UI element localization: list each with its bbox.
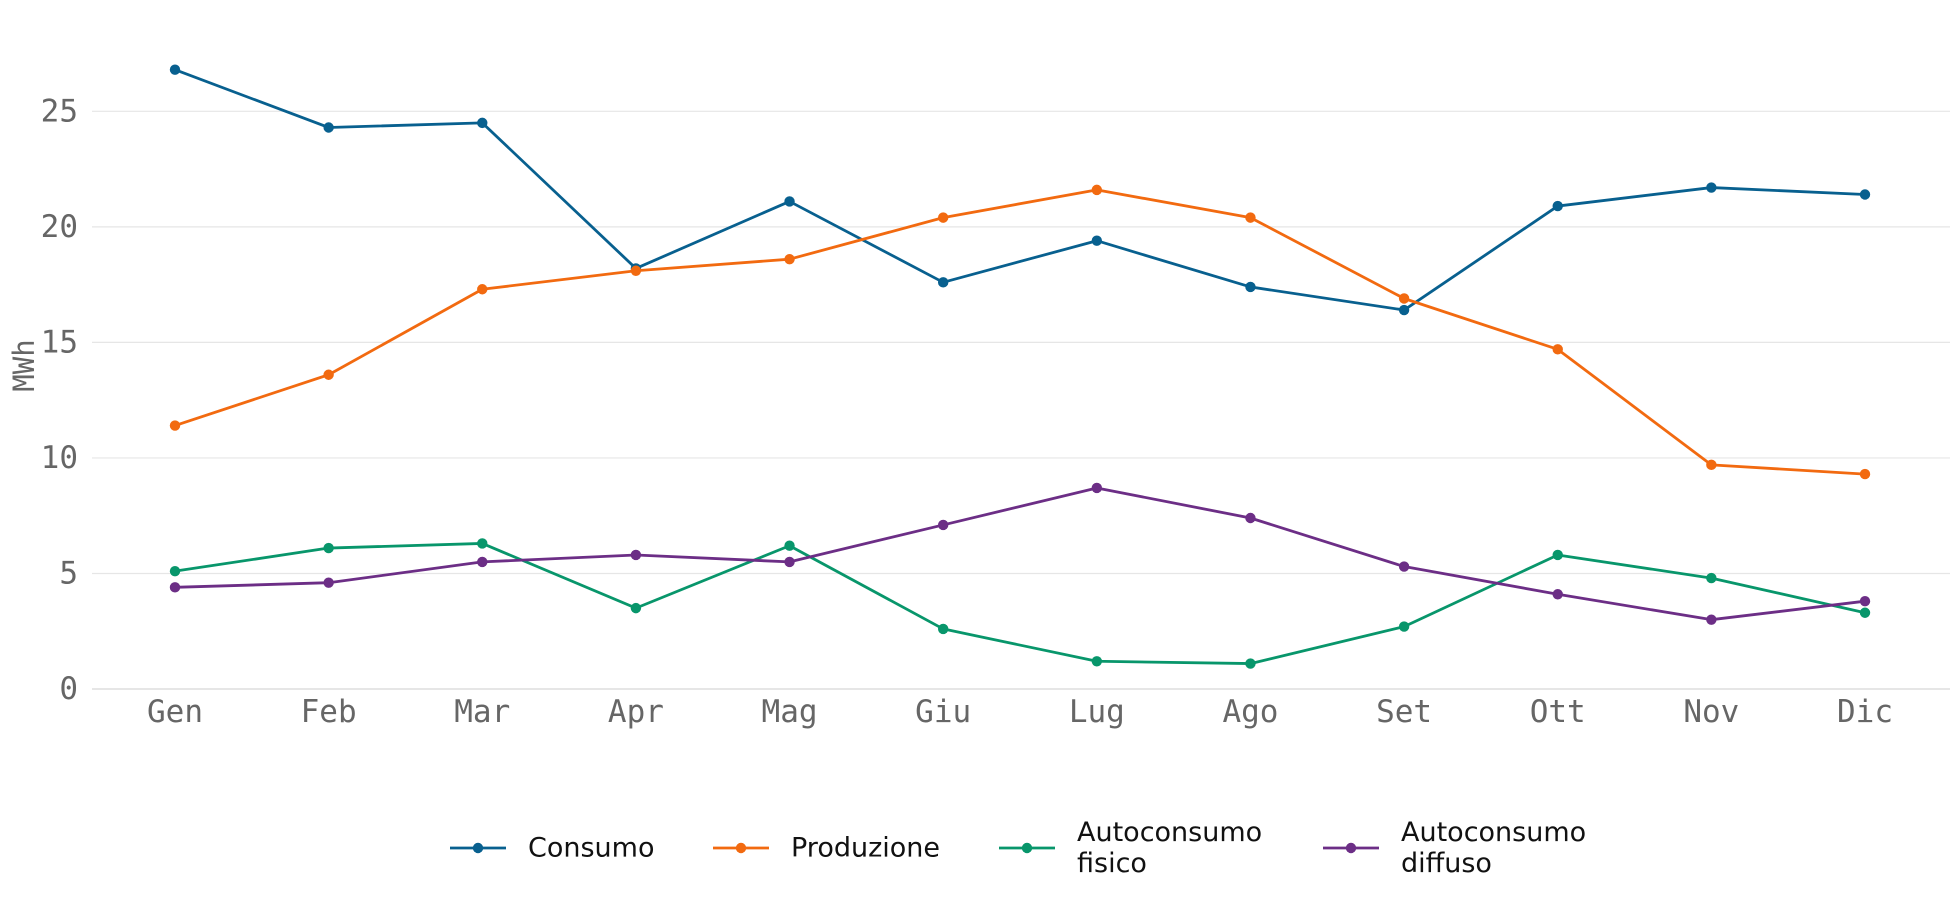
data-point: [1552, 344, 1563, 355]
data-point: [1706, 182, 1717, 193]
data-point: [1245, 212, 1256, 223]
data-point: [169, 420, 181, 431]
legend-item-produzione: Produzione: [713, 833, 940, 864]
data-point: [1398, 561, 1410, 572]
x-tick-label: Ott: [1530, 694, 1586, 730]
y-tick-label: 20: [41, 209, 78, 245]
legend-marker-icon: [1345, 842, 1357, 854]
data-point: [323, 542, 334, 554]
legend-marker-icon: [1021, 842, 1033, 854]
series-line: [173, 542, 1867, 665]
legend-label: Consumo: [528, 833, 654, 864]
data-point: [1859, 468, 1871, 480]
data-point: [169, 64, 181, 75]
data-point: [323, 122, 334, 133]
legend-label: Autoconsumo: [1077, 817, 1262, 848]
data-point: [1398, 304, 1410, 316]
series-line: [173, 188, 1867, 476]
data-point: [784, 254, 795, 265]
series-produzione: [169, 184, 1871, 480]
data-point: [630, 549, 642, 561]
data-point: [1245, 281, 1256, 293]
axes: 0 5 10 15 20 25 Gen Feb Mar Apr Mag Giu Lug Ago Set Ott…: [7, 93, 1950, 730]
data-point: [323, 369, 334, 380]
data-point: [937, 519, 949, 531]
x-tick-label: Mar: [454, 694, 510, 730]
data-point: [1398, 293, 1410, 304]
x-tick-label: Ago: [1222, 694, 1278, 730]
data-point: [1706, 572, 1717, 584]
series-autoconsumo-fisico: [169, 538, 1871, 669]
legend-label: Autoconsumo: [1401, 817, 1586, 848]
x-tick-label: Set: [1376, 694, 1432, 730]
data-point: [630, 265, 642, 276]
data-point: [477, 538, 488, 549]
legend-item-consumo: Consumo: [450, 833, 654, 864]
data-point: [937, 277, 949, 288]
series-line: [173, 68, 1867, 312]
data-point: [169, 582, 181, 593]
data-point: [784, 540, 795, 551]
data-point: [630, 602, 642, 614]
y-tick-label: 0: [59, 671, 78, 707]
data-point: [1245, 512, 1256, 524]
legend-label: fisico: [1077, 848, 1147, 879]
x-tick-label: Mag: [762, 694, 818, 730]
data-point: [1706, 459, 1717, 471]
legend-label: diffuso: [1401, 848, 1492, 879]
data-point: [1859, 607, 1871, 618]
data-point: [477, 117, 488, 129]
data-point: [784, 196, 795, 207]
x-tick-label: Nov: [1683, 694, 1739, 730]
data-point: [1552, 589, 1563, 600]
legend-label: Produzione: [791, 833, 940, 864]
data-point: [937, 212, 949, 223]
x-tick-label: Giu: [915, 694, 971, 730]
x-tick-label: Dic: [1837, 694, 1893, 730]
data-point: [784, 556, 795, 568]
data-point: [1552, 200, 1563, 212]
data-point: [1091, 184, 1103, 196]
data-point: [169, 565, 181, 577]
data-point: [477, 284, 488, 295]
data-point: [1859, 595, 1871, 607]
y-tick-label: 10: [41, 440, 78, 476]
x-tick-label: Feb: [301, 694, 357, 730]
legend: Consumo Produzione AutoconsumofisicoAutoco…: [450, 817, 1586, 879]
series-consumo: [169, 64, 1871, 316]
data-point: [1091, 482, 1103, 494]
x-tick-label: Gen: [147, 694, 203, 730]
data-point: [1091, 656, 1103, 667]
data-point: [1552, 549, 1563, 561]
legend-marker-icon: [735, 842, 747, 854]
y-tick-label: 15: [41, 324, 78, 360]
series-autoconsumo-diffuso: [169, 482, 1871, 625]
y-tick-label: 5: [59, 555, 78, 591]
legend-marker-icon: [472, 842, 484, 854]
data-point: [1706, 614, 1717, 625]
data-point: [1091, 235, 1103, 246]
y-axis-title: MWh: [7, 339, 41, 391]
series-line: [173, 486, 1867, 622]
series-group: [169, 64, 1871, 669]
data-point: [1859, 189, 1871, 200]
gridlines: [92, 110, 1950, 575]
x-tick-label: Apr: [608, 694, 664, 730]
data-point: [477, 556, 488, 568]
y-tick-label: 25: [41, 93, 78, 129]
data-point: [937, 623, 949, 635]
data-point: [323, 577, 334, 588]
data-point: [1245, 658, 1256, 669]
data-point: [1398, 621, 1410, 632]
x-tick-label: Lug: [1069, 694, 1125, 730]
